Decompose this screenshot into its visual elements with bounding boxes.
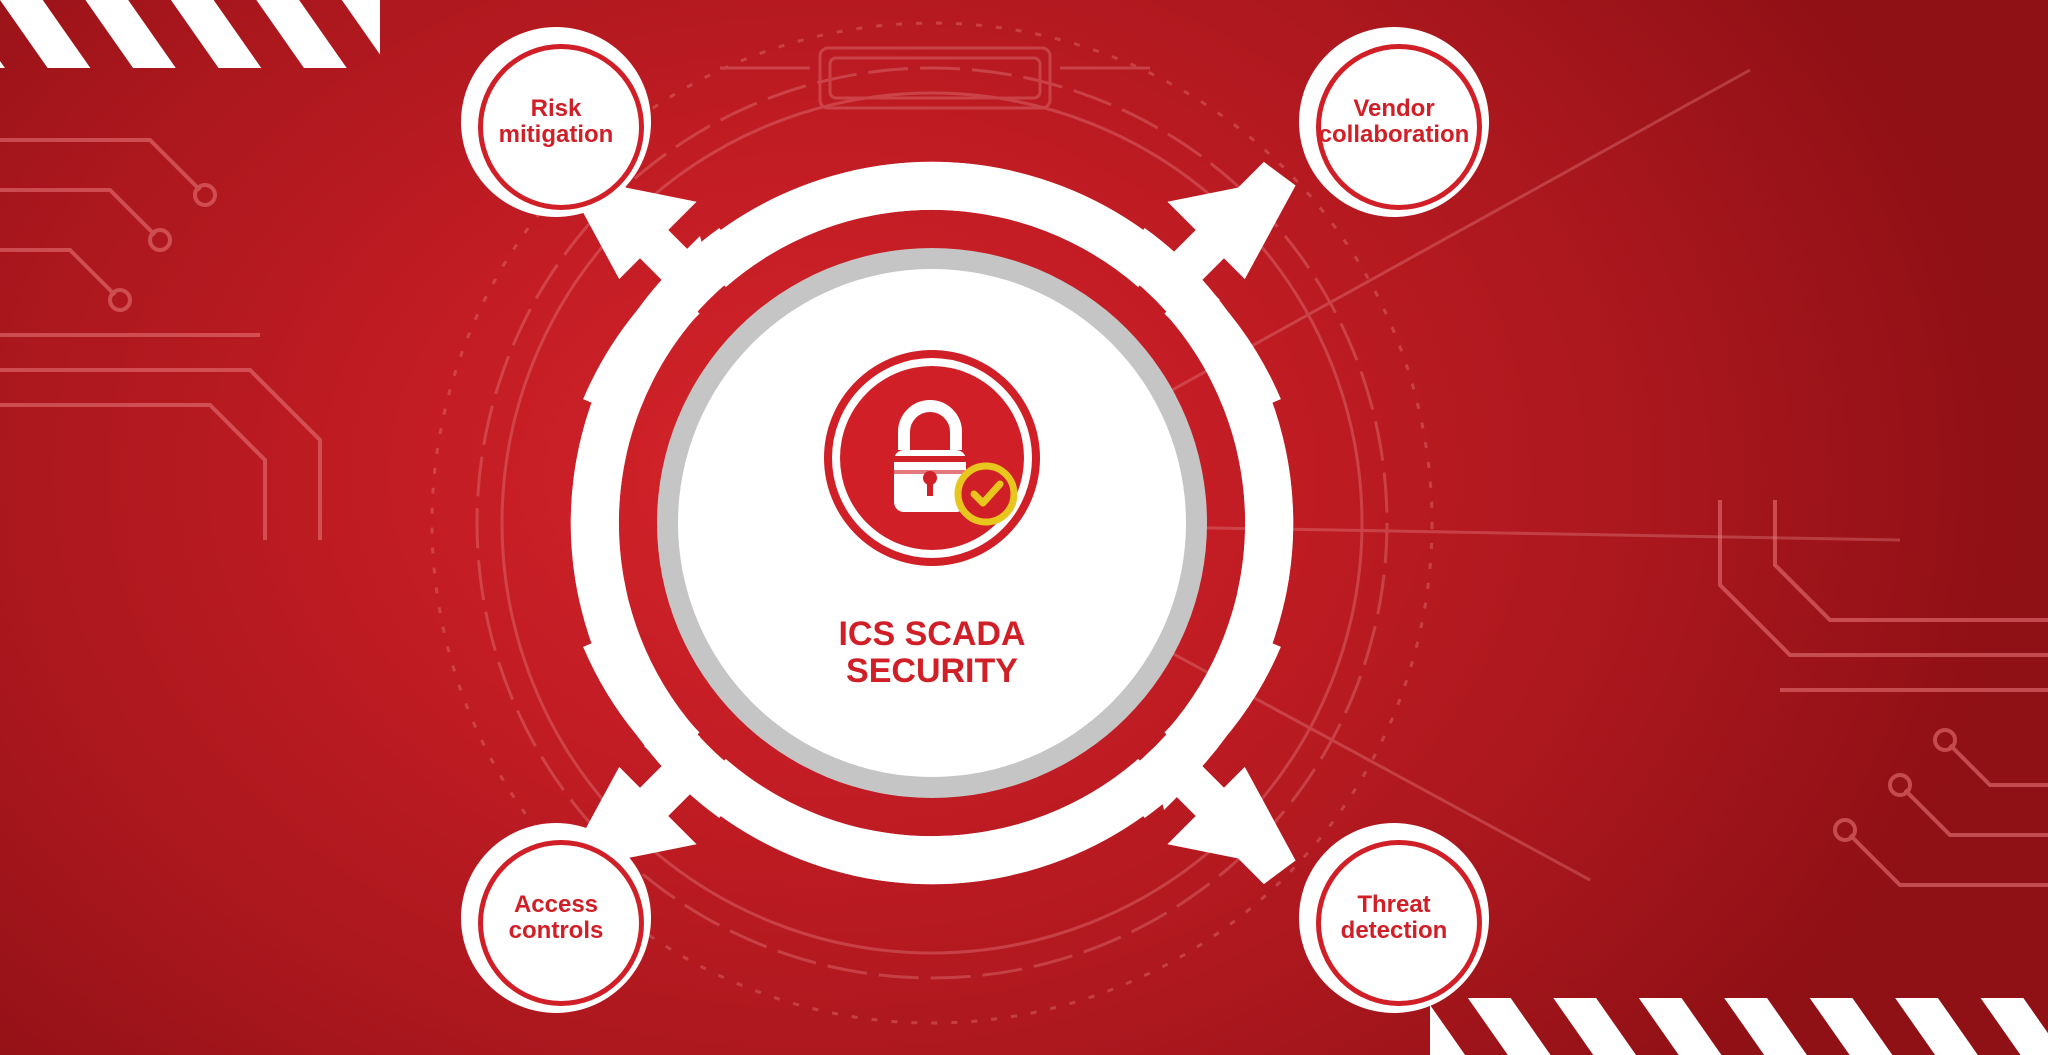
center-title: ICS SCADA SECURITY: [782, 616, 1082, 691]
center-disc: [0, 0, 2048, 1055]
node-access-controls: Access controls: [461, 823, 651, 1013]
node-label: Threat detection: [1341, 892, 1448, 945]
node-threat-detection: Threat detection: [1299, 823, 1489, 1013]
node-label: Risk mitigation: [499, 96, 614, 149]
node-vendor-collaboration: Vendor collaboration: [1299, 27, 1489, 217]
infographic-stage: ICS SCADA SECURITY Risk mitigation Vendor…: [0, 0, 2048, 1055]
node-label: Access controls: [509, 892, 604, 945]
node-label: Vendor collaboration: [1319, 96, 1470, 149]
node-risk-mitigation: Risk mitigation: [461, 27, 651, 217]
